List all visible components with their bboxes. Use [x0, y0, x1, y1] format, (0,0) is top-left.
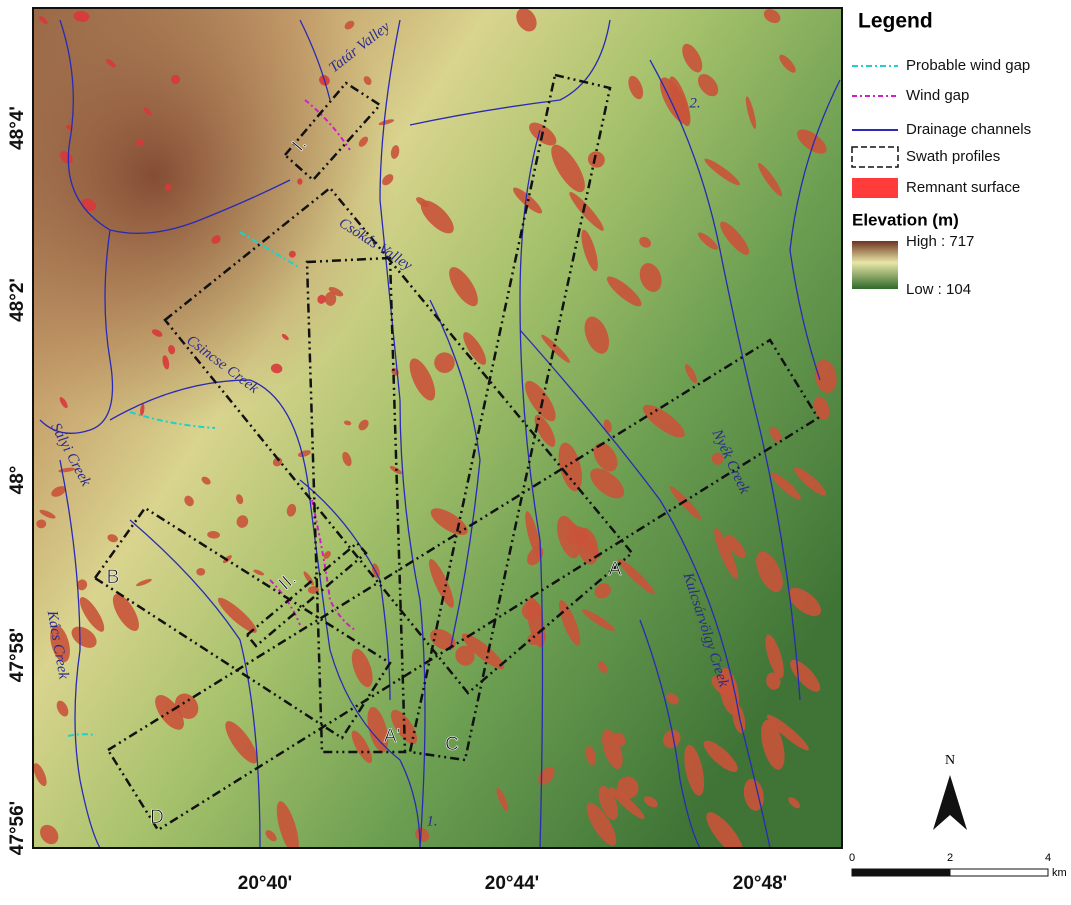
scale-unit: km: [1052, 867, 1067, 879]
elevation-low: Low : 104: [906, 281, 971, 298]
map-area: Tatár Valley Csókás Valley Csincse Creek…: [31, 4, 842, 860]
longitude-label: 20°40': [238, 873, 292, 894]
place-label: 2.: [689, 95, 700, 111]
legend-item: Drainage channels: [906, 121, 1031, 138]
north-arrow-shape: [933, 775, 967, 830]
place-label: 1.: [426, 813, 437, 829]
latitude-label: 48°4': [7, 106, 28, 150]
legend-symbol: [852, 147, 898, 167]
latitude-label: 47°58': [7, 628, 28, 682]
scale-bar: 0 2 4 km: [849, 852, 1067, 879]
legend: Legend Probable wind gap Wind gap Draina…: [852, 10, 1031, 298]
swath-label: B: [107, 567, 120, 588]
elevation-ramp: [852, 241, 898, 289]
legend-item: Remnant surface: [906, 179, 1020, 196]
elevation-high: High : 717: [906, 233, 974, 250]
legend-title: Legend: [858, 10, 933, 33]
scale-segment: [950, 869, 1048, 876]
north-label: N: [945, 753, 955, 768]
swath-label: C: [445, 734, 459, 755]
map-figure: Tatár Valley Csókás Valley Csincse Creek…: [0, 0, 1071, 900]
scale-segment: [852, 869, 950, 876]
scale-tick: 0: [849, 852, 855, 864]
scale-tick: 4: [1045, 852, 1051, 864]
elevation-title: Elevation (m): [852, 210, 959, 229]
latitude-label: 47°56': [7, 801, 28, 855]
legend-item: Wind gap: [906, 87, 969, 104]
longitude-label: 20°44': [485, 873, 539, 894]
latitude-label: 48°: [7, 466, 28, 495]
north-arrow: N: [933, 753, 967, 830]
scale-tick: 2: [947, 852, 953, 864]
swath-label: D: [150, 807, 164, 828]
latitude-label: 48°2': [7, 278, 28, 322]
swath-label: A': [384, 726, 400, 747]
longitude-label: 20°48': [733, 873, 787, 894]
legend-item: Probable wind gap: [906, 57, 1030, 74]
swath-label: A: [609, 559, 622, 580]
legend-symbol: [852, 178, 898, 198]
legend-item: Swath profiles: [906, 148, 1000, 165]
